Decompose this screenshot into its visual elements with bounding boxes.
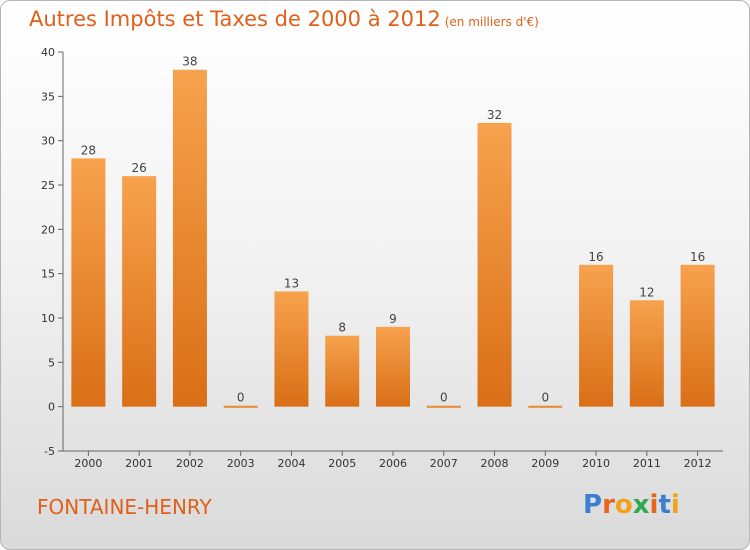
x-tick-label: 2005	[328, 457, 356, 470]
bar-value-label: 12	[639, 285, 654, 299]
x-tick-label: 2011	[633, 457, 661, 470]
y-tick-label: 20	[41, 223, 55, 236]
bar	[426, 405, 461, 408]
bar	[579, 264, 614, 407]
bar-value-label: 13	[284, 276, 299, 290]
x-tick-label: 2006	[379, 457, 407, 470]
x-tick-label: 2002	[176, 457, 204, 470]
logo-letter: r	[602, 490, 615, 520]
x-tick-label: 2008	[481, 457, 509, 470]
y-tick-label: 35	[41, 90, 55, 103]
x-tick-label: 2000	[74, 457, 102, 470]
x-tick-label: 2001	[125, 457, 153, 470]
bar	[122, 176, 157, 407]
bar	[375, 326, 411, 407]
y-tick-label: 5	[48, 356, 55, 369]
x-tick-label: 2007	[430, 457, 458, 470]
bar-value-label: 0	[237, 391, 245, 405]
chart-labels: 28 26 38 0 13 8 9 0 32 0 16 12 16	[81, 55, 706, 405]
chart-title-text: Autres Impôts et Taxes de 2000 à 2012	[29, 7, 441, 31]
bar-value-label: 32	[487, 108, 502, 122]
logo-letter: t	[658, 490, 671, 520]
logo-letter: i	[649, 490, 659, 520]
y-tick-label: 40	[41, 46, 55, 59]
chart-axes: -5 0 5 10 15 20 25 30 35 40 2000 2001 2002 2003 2004 20…	[41, 46, 723, 470]
logo-letter: i	[670, 490, 680, 520]
bar	[528, 405, 563, 408]
bar-value-label: 8	[338, 321, 346, 335]
y-tick-label: -5	[44, 445, 55, 458]
bar-value-label: 0	[541, 391, 549, 405]
y-tick-label: 15	[41, 268, 55, 281]
bar	[172, 69, 207, 407]
bar-value-label: 16	[690, 250, 705, 264]
x-tick-label: 2003	[227, 457, 255, 470]
proxiti-logo: Proxiti	[583, 490, 680, 520]
chart-bars	[71, 69, 715, 408]
bar-value-label: 28	[81, 143, 96, 157]
y-tick-label: 30	[41, 135, 55, 148]
chart-subtitle: (en milliers d'€)	[444, 15, 539, 29]
bar	[629, 300, 664, 407]
x-tick-label: 2004	[277, 457, 305, 470]
bar	[71, 158, 106, 407]
y-tick-label: 25	[41, 179, 55, 192]
bar	[680, 264, 715, 407]
y-tick-label: 10	[41, 312, 55, 325]
y-tick-label: 0	[48, 401, 55, 414]
chart-title: Autres Impôts et Taxes de 2000 à 2012 (en…	[29, 7, 539, 31]
x-tick-label: 2010	[582, 457, 610, 470]
bar-value-label: 38	[182, 55, 197, 69]
bar-value-label: 9	[389, 312, 397, 326]
logo-letter: o	[614, 490, 633, 520]
x-tick-label: 2009	[531, 457, 559, 470]
bar-value-label: 0	[440, 391, 448, 405]
bar	[477, 122, 512, 407]
commune-name: FONTAINE-HENRY	[37, 495, 212, 519]
x-tick-label: 2012	[684, 457, 712, 470]
bar-value-label: 26	[132, 161, 147, 175]
bar	[274, 291, 309, 407]
logo-letter: x	[632, 490, 650, 520]
logo-letter: P	[583, 490, 603, 520]
bar	[223, 405, 258, 408]
bar	[325, 335, 360, 407]
bar-value-label: 16	[588, 250, 603, 264]
